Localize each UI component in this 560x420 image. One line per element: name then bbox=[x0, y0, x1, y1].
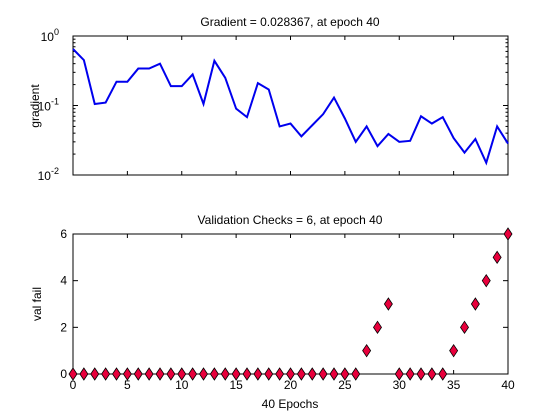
validation-point bbox=[296, 367, 306, 381]
validation-point bbox=[79, 367, 89, 381]
validation-x-tick-label: 0 bbox=[70, 378, 77, 392]
validation-point bbox=[177, 367, 187, 381]
validation-point bbox=[460, 320, 469, 335]
validation-point bbox=[231, 367, 241, 381]
validation-y-tick-label: 6 bbox=[60, 227, 67, 241]
validation-point bbox=[481, 273, 491, 288]
validation-x-tick-label: 25 bbox=[338, 378, 352, 392]
validation-point bbox=[449, 343, 459, 358]
gradient-plot-area bbox=[72, 35, 509, 176]
validation-point bbox=[253, 367, 263, 381]
gradient-series-line bbox=[72, 48, 509, 166]
validation-x-tick-label: 35 bbox=[447, 378, 461, 392]
validation-point bbox=[329, 367, 339, 381]
validation-xlabel: 40 Epochs bbox=[262, 397, 319, 411]
validation-point bbox=[155, 367, 165, 381]
validation-point bbox=[275, 367, 285, 381]
validation-point bbox=[101, 367, 111, 381]
validation-point bbox=[209, 367, 219, 381]
validation-panel: Validation Checks = 6, at epoch 40 0 5 10 1… bbox=[30, 213, 515, 411]
validation-point bbox=[405, 367, 415, 381]
validation-title: Validation Checks = 6, at epoch 40 bbox=[198, 213, 383, 227]
gradient-title: Gradient = 0.028367, at epoch 40 bbox=[200, 15, 379, 29]
validation-point bbox=[90, 367, 100, 381]
validation-point bbox=[286, 367, 295, 381]
validation-point bbox=[492, 250, 502, 265]
validation-point bbox=[68, 367, 78, 381]
validation-ylabel: val fail bbox=[30, 287, 44, 321]
validation-points bbox=[68, 227, 513, 381]
gradient-y-tick-label: 100 bbox=[41, 27, 59, 44]
validation-x-tick-label: 15 bbox=[229, 378, 243, 392]
validation-point bbox=[373, 320, 382, 335]
gradient-ylabel: gradient bbox=[28, 84, 42, 128]
validation-point bbox=[427, 367, 437, 381]
validation-point bbox=[264, 367, 274, 381]
validation-point bbox=[199, 367, 208, 381]
validation-point bbox=[362, 343, 372, 358]
validation-point bbox=[133, 367, 143, 381]
gradient-panel: Gradient = 0.028367, at epoch 40 10-210-… bbox=[28, 15, 509, 183]
validation-point bbox=[438, 367, 448, 381]
validation-x-tick-label: 5 bbox=[124, 378, 131, 392]
gradient-x-ticks bbox=[72, 36, 509, 175]
validation-x-tick-label: 10 bbox=[175, 378, 189, 392]
validation-point bbox=[416, 367, 426, 381]
validation-x-tick-label: 40 bbox=[501, 378, 515, 392]
validation-point bbox=[307, 367, 317, 381]
gradient-y-tick-label: 10-1 bbox=[38, 97, 59, 114]
validation-point bbox=[122, 367, 132, 381]
validation-point bbox=[394, 367, 404, 381]
validation-point bbox=[383, 297, 393, 311]
validation-point bbox=[351, 367, 361, 381]
validation-point bbox=[340, 367, 350, 381]
validation-point bbox=[503, 227, 513, 241]
validation-plot-area bbox=[72, 233, 509, 375]
gradient-y-tick-label: 10-2 bbox=[38, 166, 59, 183]
validation-point bbox=[188, 367, 198, 381]
validation-y-tick-label: 4 bbox=[60, 274, 67, 288]
validation-point bbox=[166, 367, 176, 381]
validation-point bbox=[470, 297, 480, 311]
validation-x-tick-label: 20 bbox=[284, 378, 298, 392]
validation-point bbox=[242, 367, 252, 381]
validation-point bbox=[144, 367, 154, 381]
validation-y-tick-label: 2 bbox=[60, 320, 67, 334]
validation-x-tick-label: 30 bbox=[393, 378, 407, 392]
validation-point bbox=[112, 367, 121, 381]
gradient-y-ticks: 10-2 10-1 100 bbox=[38, 27, 508, 183]
validation-point bbox=[220, 367, 230, 381]
validation-point bbox=[318, 367, 328, 381]
validation-x-ticks: 0 5 10 15 20 25 30 35 40 bbox=[70, 234, 515, 392]
validation-y-tick-label: 0 bbox=[60, 367, 67, 381]
